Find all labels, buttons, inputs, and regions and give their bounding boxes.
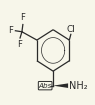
Polygon shape [53,83,68,88]
Text: F: F [9,26,13,35]
Text: NH₂: NH₂ [69,81,88,91]
Text: Cl: Cl [67,25,75,34]
FancyBboxPatch shape [38,81,52,90]
Text: F: F [20,13,25,22]
Text: F: F [18,40,23,49]
Text: Abs: Abs [38,83,52,89]
